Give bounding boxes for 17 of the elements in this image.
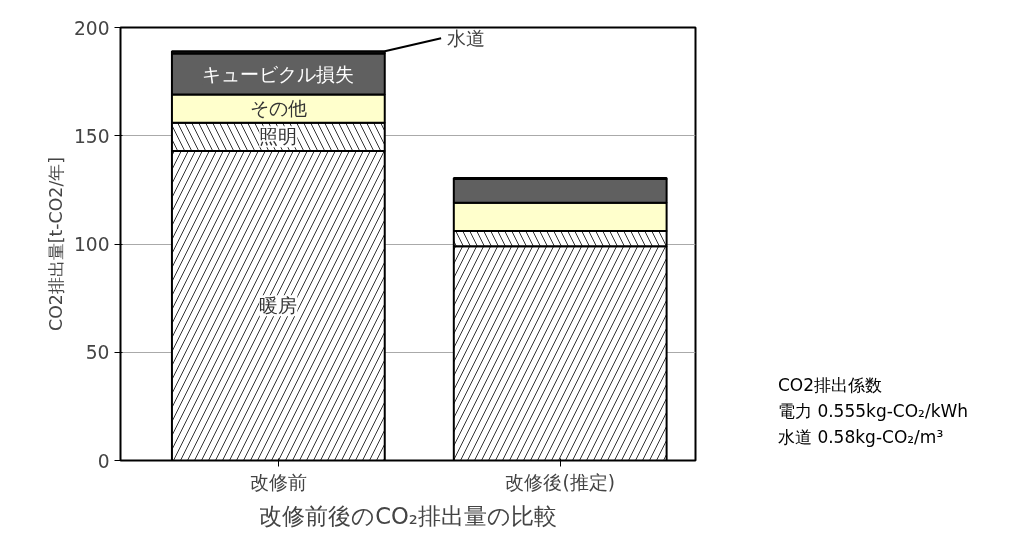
series-label: 暖房 <box>259 295 298 317</box>
y-tick-label: 150 <box>73 125 110 147</box>
x-tick-label: 改修後(推定) <box>505 471 615 493</box>
y-tick-label: 200 <box>73 17 110 39</box>
legend-label: 水道 <box>446 27 485 49</box>
series-label: 照明 <box>259 126 298 148</box>
y-tick-label: 0 <box>97 450 110 472</box>
series-label: その他 <box>249 98 307 120</box>
text: 改修前後のCO₂排出量の比較 <box>259 502 557 529</box>
y-axis-title: CO2排出量[t-CO2/年] <box>45 157 66 331</box>
series-label: キュービクル損失 <box>202 63 355 85</box>
text: 電力 0.555kg-CO₂/kWh <box>778 401 969 421</box>
y-tick-label: 50 <box>85 342 110 364</box>
x-tick-label: 改修前 <box>249 471 307 493</box>
y-tick-label: 100 <box>73 234 110 255</box>
text: 水道 0.58kg-CO₂/m³ <box>778 427 944 447</box>
text: CO2排出係数 <box>778 375 883 395</box>
